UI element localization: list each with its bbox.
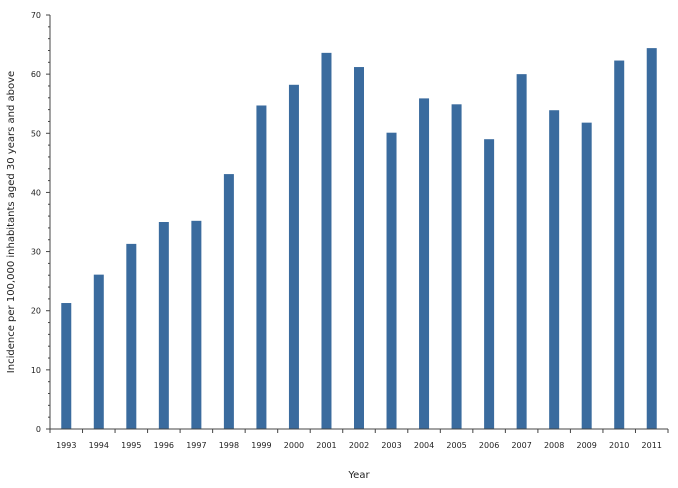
x-tick-label-1993: 1993 <box>56 441 76 450</box>
y-axis-ticks: 0 10 20 30 40 50 60 70 <box>31 11 50 434</box>
x-tick-label-1999: 1999 <box>251 441 271 450</box>
bar-1994 <box>93 274 104 429</box>
bar-2000 <box>288 84 299 429</box>
bar-1997 <box>191 220 202 429</box>
y-tick-label: 20 <box>31 307 41 316</box>
x-tick-label-1994: 1994 <box>89 441 109 450</box>
bar-2010 <box>614 60 625 429</box>
x-tick-label-2001: 2001 <box>316 441 336 450</box>
bar-1996 <box>158 222 169 429</box>
bar-2002 <box>354 67 364 429</box>
x-tick-label-2010: 2010 <box>609 441 629 450</box>
y-tick-label: 30 <box>31 248 41 257</box>
x-axis-title: Year <box>347 470 370 481</box>
y-axis-title: Incidence per 100,000 inhabitants aged 3… <box>6 71 17 373</box>
bar-1995 <box>126 243 137 429</box>
y-tick-label: 0 <box>36 425 41 434</box>
bar-2008 <box>549 110 560 429</box>
bar-2003 <box>386 132 397 430</box>
x-tick-label-2011: 2011 <box>642 441 662 450</box>
x-tick-label-2004: 2004 <box>414 441 434 450</box>
x-tick-label-2008: 2008 <box>544 441 564 450</box>
y-tick-label: 50 <box>31 129 41 138</box>
x-axis-ticks: 1993 1994 1995 1996 1997 1998 1999 2000 2001 2002… <box>49 429 669 450</box>
x-tick-label-1995: 1995 <box>121 441 141 450</box>
x-tick-label-2009: 2009 <box>577 441 597 450</box>
x-tick-label-2000: 2000 <box>284 441 304 450</box>
bar-1999 <box>256 105 267 429</box>
x-tick-label-2006: 2006 <box>479 441 499 450</box>
bar-2004 <box>419 98 430 430</box>
bar-2009 <box>581 122 592 429</box>
bar-1998 <box>223 174 234 429</box>
x-tick-label-2007: 2007 <box>511 441 531 450</box>
y-tick-label: 60 <box>31 70 41 79</box>
x-tick-label-1997: 1997 <box>186 441 206 450</box>
bar-2011 <box>646 48 657 430</box>
y-tick-label: 70 <box>31 11 41 20</box>
y-tick-label: 10 <box>31 366 41 375</box>
x-tick-label-2003: 2003 <box>381 441 401 450</box>
bar-1993 <box>61 303 72 429</box>
x-tick-label-2002: 2002 <box>349 441 369 450</box>
bar-2007 <box>516 74 527 430</box>
bar-2006 <box>484 139 495 429</box>
x-tick-label-2005: 2005 <box>446 441 466 450</box>
x-tick-label-1996: 1996 <box>154 441 174 450</box>
bar-2001 <box>321 52 332 429</box>
x-tick-label-1998: 1998 <box>219 441 239 450</box>
bar-2005 <box>451 104 462 429</box>
y-tick-label: 40 <box>31 188 41 197</box>
bars <box>61 48 657 430</box>
